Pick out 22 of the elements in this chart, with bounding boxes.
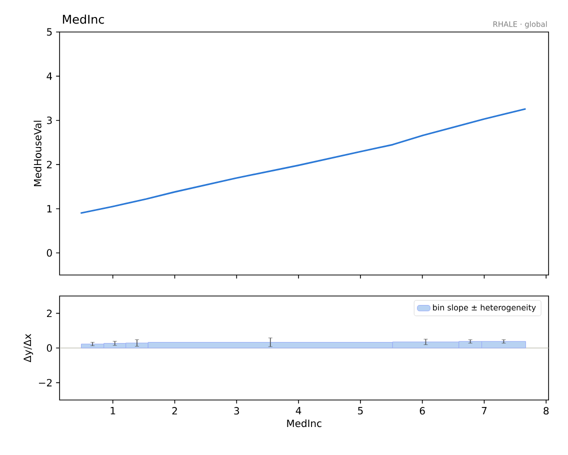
y-tick-label: 2 — [46, 160, 52, 168]
y-tick-label: 3 — [47, 116, 52, 124]
x-tick-label: 2 — [172, 407, 177, 414]
y-tick-label: 0 — [46, 249, 52, 257]
y-tick-label: 0 — [46, 344, 52, 352]
y-tick-label: 4 — [46, 72, 52, 80]
x-tick-label: 4 — [296, 407, 302, 414]
y-axis-title: MedHouseVal — [34, 120, 42, 186]
x-tick-label: 6 — [420, 407, 425, 415]
y-tick-label: −2 — [38, 378, 52, 386]
x-tick-label: 7 — [482, 407, 487, 414]
x-tick-label: 8 — [544, 407, 549, 415]
y-tick-label: 5 — [47, 28, 52, 36]
x-tick-label: 3 — [234, 407, 240, 415]
y-tick-label: 2 — [46, 310, 52, 318]
y-tick-label: 1 — [47, 205, 52, 212]
chart-title: MedInc — [62, 14, 104, 24]
line-series — [80, 108, 527, 214]
x-axis-title: MedInc — [287, 419, 322, 428]
x-tick-label: 1 — [110, 407, 116, 414]
x-tick-label: 5 — [358, 407, 363, 414]
y-axis-title: Δy/Δx — [24, 334, 34, 362]
